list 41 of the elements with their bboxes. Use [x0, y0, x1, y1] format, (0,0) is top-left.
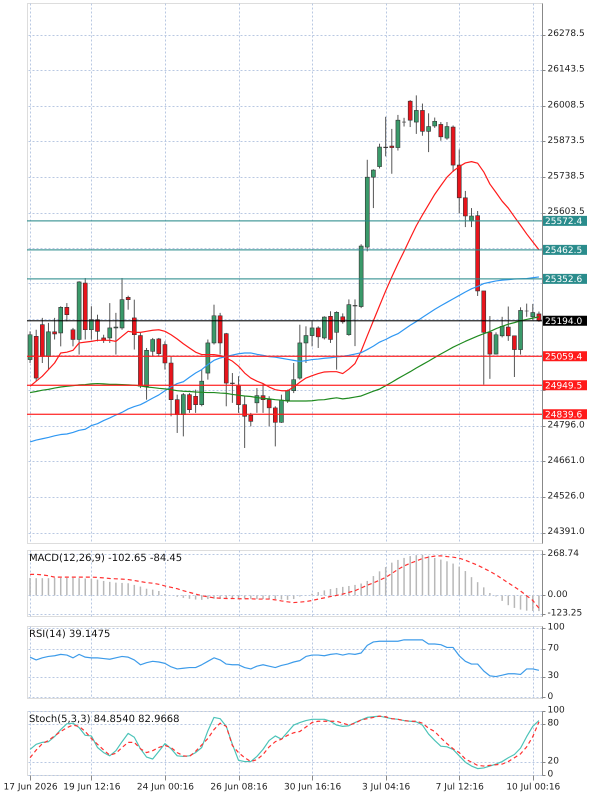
chart-title: Stoch(5,3,3) 84.8540 82.9668 [29, 714, 180, 725]
x-tick-label: 26 Jun 08:16 [210, 782, 268, 792]
y-tick-label: 20 [548, 756, 560, 767]
line-series [29, 639, 540, 678]
y-tick-label: 25873.5 [548, 136, 585, 146]
chart-title: MACD(12,26,9) -102.65 -84.45 [29, 553, 182, 564]
y-tick-label: 0 [548, 770, 554, 780]
line-series [29, 555, 540, 609]
y-tick-label: 24661.0 [548, 456, 585, 466]
y-tick-label: 25603.5 [548, 207, 585, 218]
ref-line-label: 25572.4 [545, 216, 582, 227]
y-tick-label: 24796.0 [548, 420, 585, 430]
y-tick-label: 24526.0 [548, 492, 585, 502]
y-tick-label: 24391.0 [548, 527, 585, 538]
y-tick-label: 0 [548, 692, 554, 702]
y-tick-label: 100 [548, 622, 565, 633]
ref-line-label: 25194.0 [545, 316, 582, 327]
ref-line-label: 25059.4 [545, 352, 582, 362]
x-tick-label: 10 Jul 00:16 [506, 782, 561, 792]
y-tick-label: 30 [548, 671, 560, 682]
ref-line-label: 25462.5 [545, 246, 582, 256]
x-tick-label: 30 Jun 16:16 [284, 782, 342, 792]
y-tick-label: 26008.5 [548, 100, 585, 110]
ref-line-label: 24839.6 [545, 410, 582, 420]
y-tick-label: 26143.5 [548, 64, 585, 75]
ref-line-label: 24949.5 [545, 381, 582, 392]
ref-line-label: 25352.6 [545, 274, 582, 285]
y-tick-label: -123.25 [548, 608, 582, 619]
y-tick-label: 100 [548, 706, 565, 716]
y-tick-label: 80 [548, 718, 560, 728]
x-tick-label: 17 Jun 2026 [3, 782, 58, 792]
x-tick-label: 24 Jun 00:16 [136, 782, 194, 792]
x-tick-label: 7 Jul 12:16 [436, 782, 484, 792]
y-tick-label: 0.00 [548, 590, 568, 600]
y-tick-label: 70 [548, 643, 560, 654]
y-tick-label: 25738.5 [548, 172, 585, 182]
x-tick-label: 19 Jun 12:16 [63, 782, 121, 792]
y-tick-label: 26278.5 [548, 29, 585, 40]
chart-title: RSI(14) 39.1475 [29, 629, 110, 640]
y-tick-label: 268.74 [548, 548, 580, 559]
x-tick-label: 3 Jul 04:16 [362, 782, 411, 792]
